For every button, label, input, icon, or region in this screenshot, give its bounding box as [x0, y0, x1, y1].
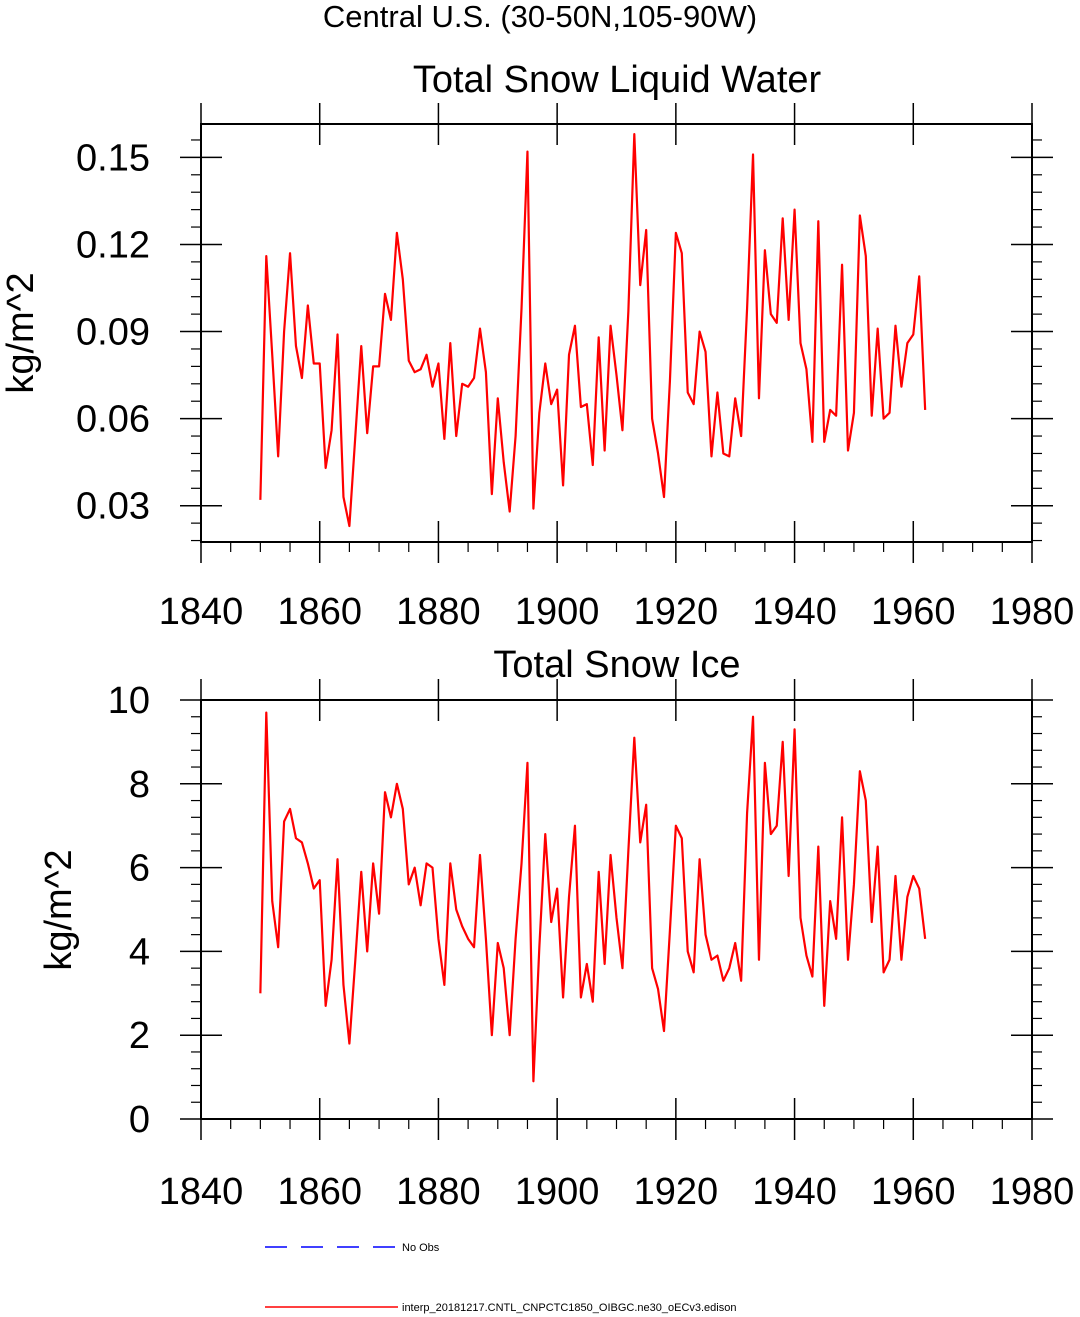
y-tick-label: 0.06 — [76, 399, 150, 441]
x-tick-label: 1880 — [396, 591, 481, 633]
y-tick-label: 0 — [129, 1099, 150, 1141]
panel-snow-liquid-water: Total Snow Liquid Water kg/m^2 1840 1860 1… — [0, 59, 1074, 633]
x-tick-label: 1980 — [990, 1171, 1075, 1213]
y-ticks: 0 2 4 6 8 10 — [108, 680, 1053, 1141]
x-tick-label: 1860 — [277, 591, 362, 633]
x-ticks: 1840 1860 1880 1900 1920 1940 1960 1980 — [159, 679, 1075, 1213]
y-ticks: 0.03 0.06 0.09 0.12 0.15 — [76, 137, 1053, 542]
legend: No Obs interp_20181217.CNTL_CNPCTC1850_O… — [265, 1242, 736, 1314]
chart-title: Total Snow Ice — [493, 644, 740, 686]
x-tick-label: 1960 — [871, 591, 956, 633]
series-group — [259, 133, 927, 528]
y-axis-label: kg/m^2 — [38, 849, 80, 970]
x-tick-label: 1980 — [990, 591, 1075, 633]
plot-frame — [200, 123, 1033, 543]
series-line — [259, 133, 927, 528]
chart-title: Total Snow Liquid Water — [413, 59, 822, 101]
y-tick-label: 10 — [108, 680, 150, 722]
x-tick-label: 1920 — [634, 591, 719, 633]
x-tick-label: 1880 — [396, 1171, 481, 1213]
series-line — [259, 711, 927, 1083]
y-tick-label: 0.03 — [76, 486, 150, 528]
figure-suptitle: Central U.S. (30-50N,105-90W) — [323, 0, 757, 34]
x-tick-label: 1840 — [159, 1171, 244, 1213]
series-group — [259, 711, 927, 1083]
x-tick-label: 1860 — [277, 1171, 362, 1213]
y-axis-label: kg/m^2 — [0, 272, 42, 393]
y-tick-label: 2 — [129, 1015, 150, 1057]
y-tick-label: 4 — [129, 931, 150, 973]
x-tick-label: 1920 — [634, 1171, 719, 1213]
x-tick-label: 1960 — [871, 1171, 956, 1213]
x-tick-label: 1900 — [515, 591, 600, 633]
y-tick-label: 0.09 — [76, 312, 150, 354]
x-tick-label: 1940 — [752, 591, 837, 633]
y-tick-label: 0.15 — [76, 137, 150, 179]
x-tick-label: 1940 — [752, 1171, 837, 1213]
legend-label-model: interp_20181217.CNTL_CNPCTC1850_OIBGC.ne… — [402, 1302, 736, 1314]
legend-label-no-obs: No Obs — [402, 1242, 440, 1254]
x-tick-label: 1900 — [515, 1171, 600, 1213]
y-tick-label: 6 — [129, 848, 150, 890]
x-ticks: 1840 1860 1880 1900 1920 1940 1960 1980 — [159, 103, 1075, 633]
panel-snow-ice: Total Snow Ice kg/m^2 1840 1860 1880 1900 19… — [38, 644, 1074, 1213]
x-tick-label: 1840 — [159, 591, 244, 633]
y-tick-label: 0.12 — [76, 224, 150, 266]
y-tick-label: 8 — [129, 764, 150, 806]
